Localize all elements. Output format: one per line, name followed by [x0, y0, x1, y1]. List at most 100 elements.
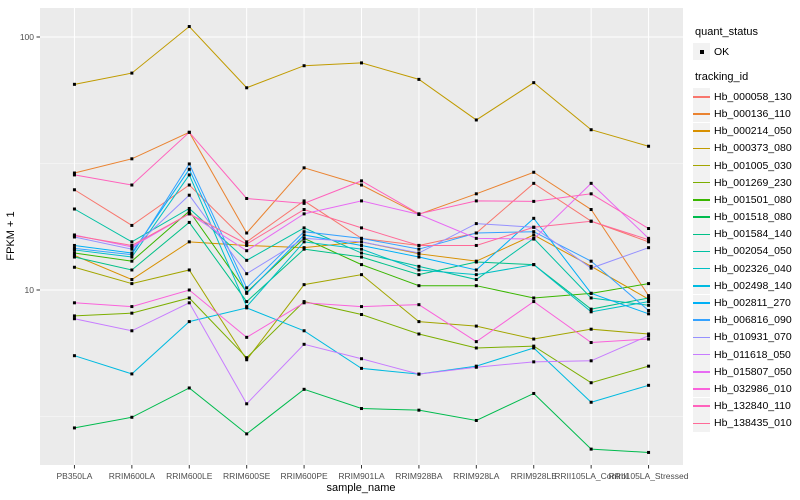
legend-key-swatch: [693, 363, 710, 381]
data-point: [474, 273, 478, 277]
data-point: [532, 81, 536, 85]
data-point: [130, 329, 134, 333]
data-point: [187, 193, 191, 197]
data-point: [589, 266, 593, 270]
data-point: [72, 354, 76, 358]
data-point: [72, 265, 76, 269]
data-point: [417, 243, 421, 247]
data-point: [417, 255, 421, 259]
legend-line-icon: [693, 285, 710, 287]
data-point: [130, 415, 134, 419]
data-point: [417, 212, 421, 216]
x-tick-label: RRIM928LE: [511, 471, 558, 481]
legend-item-Hb_138435_010: Hb_138435_010: [693, 414, 799, 432]
data-point: [474, 243, 478, 247]
data-point: [360, 251, 363, 255]
data-point: [72, 207, 76, 211]
data-point: [187, 220, 191, 224]
data-point: [417, 332, 421, 336]
data-point: [302, 246, 306, 250]
legend-label: Hb_001518_080: [714, 211, 792, 224]
data-point: [360, 199, 363, 203]
data-point: [532, 391, 536, 395]
data-point: [187, 320, 191, 324]
data-point: [474, 236, 478, 240]
data-point: [417, 284, 421, 288]
legend-label: Hb_138435_010: [714, 417, 792, 430]
data-point: [302, 329, 306, 333]
legend-label: Hb_000136_110: [714, 107, 791, 120]
legend-label: Hb_002326_040: [714, 262, 792, 275]
data-point: [532, 337, 536, 341]
data-point: [647, 308, 651, 312]
x-tick-label: RRIM928LA: [453, 471, 500, 481]
legend-key-swatch: [693, 242, 710, 260]
legend-item-Hb_001584_140: Hb_001584_140: [693, 225, 799, 243]
data-point: [302, 230, 306, 234]
data-point: [72, 255, 76, 259]
data-point: [417, 273, 421, 277]
data-point: [647, 144, 651, 148]
data-point: [532, 216, 536, 220]
data-point: [130, 71, 134, 75]
data-point: [187, 240, 191, 244]
data-point: [245, 402, 249, 406]
data-point: [589, 208, 593, 212]
x-axis-title: sample_name: [326, 482, 395, 494]
data-point: [589, 359, 593, 363]
data-point: [187, 130, 191, 134]
data-point: [360, 243, 363, 247]
data-point: [245, 432, 249, 436]
legend-line-icon: [693, 422, 710, 425]
data-point: [187, 167, 191, 171]
legend-line-icon: [693, 96, 710, 98]
data-point: [302, 240, 306, 244]
data-point: [245, 300, 249, 304]
data-point: [474, 324, 478, 328]
legend-label: Hb_032986_010: [714, 382, 792, 395]
data-point: [474, 118, 478, 122]
data-point: [245, 335, 249, 339]
y-axis-title: FPKM + 1: [5, 211, 17, 260]
data-point: [72, 173, 76, 177]
data-point: [302, 201, 306, 205]
data-point: [474, 365, 478, 369]
data-point: [532, 263, 536, 267]
data-point: [417, 372, 421, 376]
data-point: [72, 243, 76, 247]
data-point: [187, 183, 191, 187]
legend-key-swatch: [693, 260, 710, 278]
data-point: [187, 212, 191, 216]
data-point: [302, 247, 306, 251]
data-point: [647, 337, 651, 341]
data-point: [647, 227, 651, 231]
legend-key-swatch: [693, 105, 710, 123]
legend-item-Hb_000373_080: Hb_000373_080: [693, 139, 799, 157]
data-point: [474, 278, 478, 282]
data-point: [187, 209, 191, 213]
legend-label: Hb_001584_140: [714, 228, 792, 241]
legend-key-swatch: [693, 174, 710, 192]
legend-item-Hb_000136_110: Hb_000136_110: [693, 105, 799, 123]
legend-line-icon: [693, 130, 710, 132]
legend-line-icon: [693, 216, 710, 218]
x-tick-label: RRIM600SE: [223, 471, 271, 481]
data-point: [187, 173, 191, 177]
legend-title-tracking-id: tracking_id: [695, 71, 749, 84]
data-point: [647, 312, 651, 316]
legend-key-swatch: [693, 88, 710, 106]
legend-key-swatch: [693, 122, 710, 140]
data-point: [589, 192, 593, 196]
data-point: [72, 253, 76, 257]
data-point: [360, 273, 363, 277]
data-point: [187, 386, 191, 390]
legend-label-ok: OK: [714, 45, 730, 58]
data-point: [130, 372, 134, 376]
data-point: [302, 199, 306, 203]
data-point: [647, 364, 651, 368]
legend-item-Hb_002498_140: Hb_002498_140: [693, 277, 799, 295]
data-point: [72, 246, 76, 250]
data-point: [589, 327, 593, 331]
legend-label: Hb_006816_090: [714, 314, 792, 327]
legend-item-Hb_000058_130: Hb_000058_130: [693, 88, 799, 106]
